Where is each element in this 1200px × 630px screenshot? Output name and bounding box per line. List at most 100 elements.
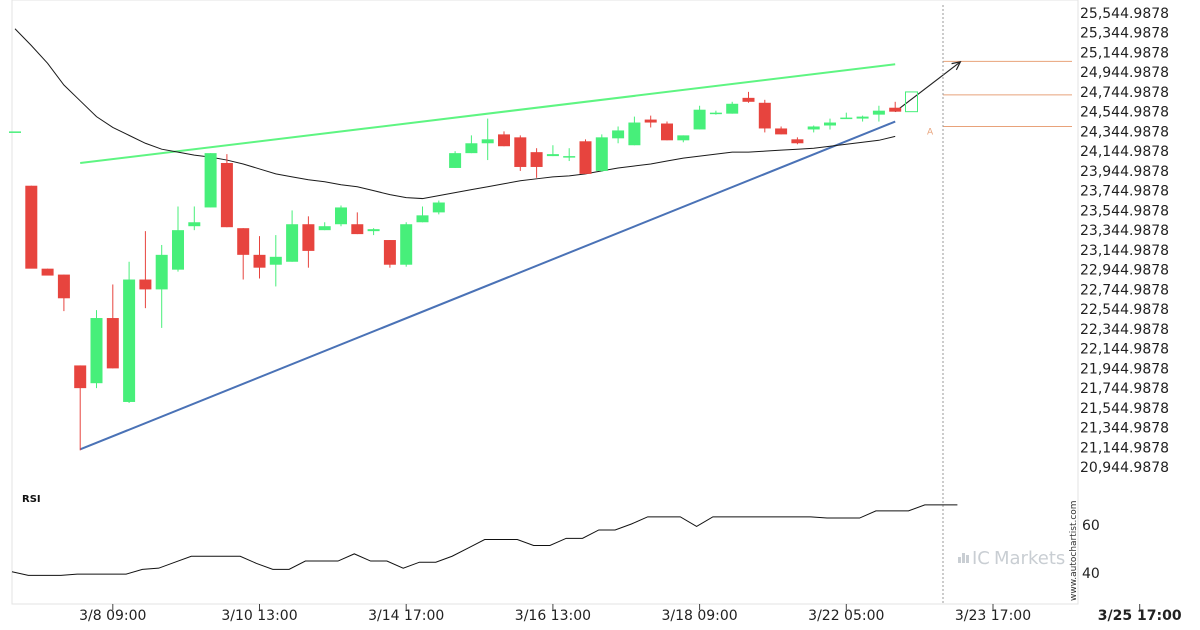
candle-body (74, 365, 87, 389)
candle (302, 216, 315, 268)
candle (9, 131, 21, 133)
candle-body (481, 139, 494, 144)
candle (872, 105, 885, 122)
logo-bar (962, 553, 965, 563)
candle (155, 244, 168, 328)
candle-body (123, 279, 136, 402)
candle-body (432, 202, 445, 213)
candle (351, 212, 364, 235)
target-levels (943, 60, 1072, 127)
candle (840, 112, 853, 120)
candle (237, 228, 250, 280)
candle (514, 135, 527, 171)
candle (106, 284, 119, 369)
candle-body (25, 185, 38, 269)
candles: A (9, 91, 934, 451)
candle-body (742, 97, 755, 102)
rsi-tick-label: 40 (1082, 566, 1100, 582)
price-tick-label: 21,544.9878 (1080, 401, 1169, 417)
candle-body (41, 268, 54, 276)
brand-logo: IC Markets (958, 548, 1065, 569)
support-trendline (79, 120, 896, 451)
price-tick-label: 24,144.9878 (1080, 144, 1169, 160)
forecast-arrow (894, 61, 961, 113)
price-tick-label: 22,144.9878 (1080, 342, 1169, 358)
candle (286, 210, 299, 262)
candle-body (661, 123, 673, 141)
time-axis: 3/8 09:00 3/10 13:00 3/14 17:00 3/16 13:00 3… (79, 604, 1182, 624)
price-tick-label: 25,544.9878 (1080, 6, 1169, 22)
price-tick-label: 22,944.9878 (1080, 263, 1169, 279)
plot-frame (11, 0, 1079, 605)
candle (25, 185, 38, 269)
candle (188, 206, 201, 231)
time-tick-label: 3/23 17:00 (955, 608, 1031, 624)
projected-candle (905, 91, 918, 113)
candle-body (106, 318, 119, 369)
candle-body (367, 229, 380, 232)
candle-body (514, 137, 527, 167)
candle-body (677, 135, 690, 141)
rsi-panel: RSI 60 40 (11, 494, 1100, 582)
candle (172, 206, 184, 272)
candle (220, 154, 233, 228)
price-tick-label: 23,144.9878 (1080, 243, 1169, 259)
candle-body (220, 163, 233, 228)
candle (123, 261, 136, 403)
candle-body (351, 224, 364, 235)
forecast-arrowhead (951, 60, 962, 71)
candle (628, 116, 641, 146)
candle (253, 236, 266, 279)
candle (644, 115, 657, 128)
candle (807, 125, 820, 133)
price-tick-label: 24,944.9878 (1080, 65, 1169, 81)
candle (579, 139, 592, 174)
price-tick-label: 22,344.9878 (1080, 322, 1169, 338)
candle-body (563, 156, 576, 158)
candle-body (775, 128, 788, 135)
candle-body (824, 122, 836, 126)
moving-average-line (14, 28, 896, 200)
candle (74, 365, 87, 451)
candle-body (726, 103, 739, 114)
candle-body (791, 139, 804, 144)
price-tick-label: 23,744.9878 (1080, 184, 1169, 200)
candle (791, 137, 804, 145)
candle (498, 131, 510, 147)
price-tick-label: 21,344.9878 (1080, 421, 1169, 437)
price-tick-label: 20,944.9878 (1080, 460, 1169, 476)
candle (530, 148, 543, 178)
candle (449, 151, 462, 168)
candle-body (318, 226, 331, 231)
candle (416, 206, 429, 223)
candle (726, 101, 739, 114)
candle-body (188, 222, 201, 227)
candle-body (498, 134, 510, 147)
candle-body (286, 224, 299, 262)
watermark: www.autochartist.com (1069, 500, 1079, 601)
candle-body (9, 131, 21, 133)
logo-name: Markets (994, 548, 1065, 569)
candle-body (204, 153, 217, 208)
candle (318, 222, 331, 231)
candle-body (416, 215, 429, 223)
trendlines (79, 60, 962, 451)
price-tick-label: 25,344.9878 (1080, 26, 1169, 42)
price-tick-label: 25,144.9878 (1080, 45, 1169, 61)
time-tick-label: 3/25 17:00 (1098, 608, 1182, 624)
time-tick-label: 3/14 17:00 (368, 608, 444, 624)
candle-body (546, 154, 559, 157)
logo-bar (958, 557, 961, 563)
time-tick-label: 3/8 09:00 (79, 608, 146, 624)
candle-body (628, 122, 641, 146)
candle-body (155, 254, 168, 290)
price-tick-label: 22,544.9878 (1080, 302, 1169, 318)
candle (383, 240, 396, 268)
candle-body (644, 119, 657, 123)
price-tick-label: 22,744.9878 (1080, 282, 1169, 298)
candle-body (253, 254, 266, 268)
candle (775, 126, 788, 135)
candle (824, 118, 836, 130)
candle (481, 118, 494, 161)
candle (693, 105, 706, 130)
